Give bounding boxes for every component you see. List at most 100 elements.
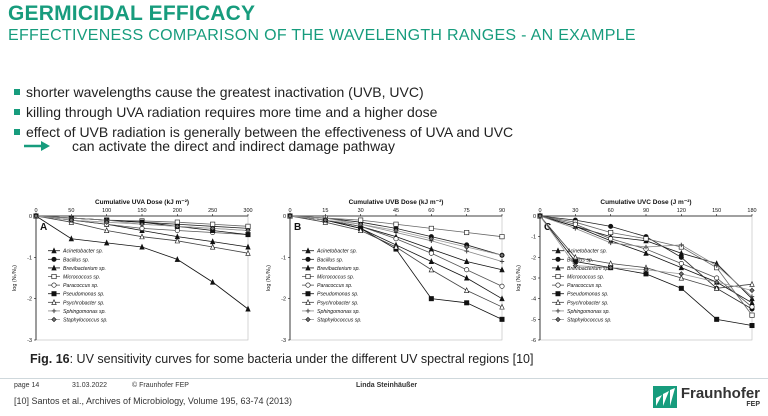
legend-marker <box>51 308 57 314</box>
legend-marker <box>51 256 57 262</box>
series-9 <box>33 213 251 234</box>
data-point <box>678 285 684 291</box>
data-point <box>428 250 434 256</box>
panel-label: B <box>294 222 301 233</box>
logo-name: Fraunhofer <box>680 385 760 402</box>
x-tick-label: 60 <box>428 208 434 214</box>
legend-marker <box>555 282 561 288</box>
data-point <box>139 243 145 250</box>
data-point <box>749 312 755 318</box>
legend-marker <box>51 298 57 305</box>
data-point <box>749 280 755 287</box>
data-point <box>68 235 75 242</box>
data-point <box>358 221 364 227</box>
y-tick-label: -1 <box>281 255 286 261</box>
data-point <box>714 263 719 268</box>
legend-marker <box>305 256 311 262</box>
data-point <box>209 278 216 285</box>
data-point <box>174 256 181 262</box>
data-point <box>464 230 470 236</box>
x-tick-label: 30 <box>358 208 364 214</box>
data-point <box>643 249 649 256</box>
y-tick-label: -3 <box>27 338 32 344</box>
legend-entry: Bacillus sp. <box>567 257 593 263</box>
legend-entry: Psychrobacter sp. <box>567 300 609 306</box>
y-tick-label: -4 <box>531 297 536 303</box>
legend-entry: Pseudomonas sp. <box>567 292 609 298</box>
chart-svg: Cumulative UVC Dose (J m⁻²) 0 30 60 90 120 150… <box>516 199 757 344</box>
legend-entry: Psychrobacter sp. <box>63 300 105 306</box>
data-point <box>713 285 720 291</box>
legend-entry: Psychrobacter sp. <box>317 300 359 306</box>
legend-entry: Brevibacterium sp. <box>63 266 106 272</box>
x-tick-label: 250 <box>208 208 217 214</box>
page-number: page 14 <box>14 382 40 389</box>
legend-entry: Brevibacterium sp. <box>567 266 610 272</box>
legend-entry: Staphylococcus sp. <box>567 318 612 324</box>
x-tick-label: 45 <box>393 208 399 214</box>
chart-svg: Cumulative UVA Dose (kJ m⁻²) 0 50 100 150 200… <box>12 199 253 344</box>
data-point <box>678 254 684 260</box>
footer-divider <box>0 378 768 379</box>
data-point <box>464 267 470 273</box>
x-tick-label: 150 <box>712 208 721 214</box>
legend-entry: Pseudomonas sp. <box>63 292 105 298</box>
legend-marker <box>555 247 561 254</box>
y-axis-label: log (Nₜ/N₀) <box>266 265 272 291</box>
data-point <box>464 300 470 306</box>
legend-entry: Sphingomonas sp. <box>63 309 106 315</box>
legend-entry: Micrococcus sp. <box>317 275 354 281</box>
legend-entry: Acinetobacter sp. <box>566 249 607 255</box>
data-point <box>463 274 470 281</box>
bullet-item: effect of UVB radiation is generally bet… <box>14 122 513 142</box>
y-tick-label: 0 <box>29 214 32 220</box>
reference: [10] Santos et al., Archives of Microbio… <box>14 396 292 406</box>
data-point <box>174 223 180 229</box>
legend-marker <box>555 316 561 323</box>
legend-marker <box>555 256 561 262</box>
fraunhofer-logo: Fraunhofer FEP <box>652 385 760 408</box>
legend-entry: Pseudomonas sp. <box>317 292 359 298</box>
legend-marker <box>305 291 311 297</box>
legend-marker <box>305 298 311 305</box>
data-point <box>103 227 110 233</box>
data-point <box>643 267 649 273</box>
data-point <box>679 242 684 248</box>
y-tick-label: -3 <box>281 338 286 344</box>
y-tick-label: -1 <box>531 235 536 241</box>
legend-entry: Sphingomonas sp. <box>567 309 610 315</box>
data-point <box>245 243 251 250</box>
x-tick-label: 0 <box>538 208 541 214</box>
chart-title: Cumulative UVC Dose (J m⁻²) <box>600 199 691 206</box>
data-point <box>428 258 435 264</box>
x-tick-label: 100 <box>102 208 111 214</box>
y-tick-label: -6 <box>531 338 536 344</box>
x-tick-label: 300 <box>243 208 252 214</box>
data-point <box>393 236 399 242</box>
series-9 <box>287 213 505 258</box>
footer-copyright: © Fraunhofer FEP <box>132 382 189 389</box>
data-point <box>678 249 685 256</box>
legend-marker <box>51 274 57 280</box>
legend-marker <box>51 247 57 254</box>
data-point <box>608 265 614 271</box>
x-tick-label: 120 <box>677 208 686 214</box>
legend-marker <box>305 247 311 254</box>
data-point <box>428 225 434 231</box>
data-point <box>499 259 505 264</box>
logo-sub: FEP <box>746 401 760 408</box>
data-point <box>464 244 470 250</box>
data-point <box>357 227 364 233</box>
data-point <box>678 261 684 267</box>
data-point <box>104 219 110 225</box>
bullet-square-icon <box>14 129 20 135</box>
y-tick-label: -2 <box>27 297 32 303</box>
series-9 <box>537 213 755 294</box>
y-tick-label: -3 <box>531 276 536 282</box>
page-subtitle: EFFECTIVENESS COMPARISON OF THE WAVELENG… <box>8 27 636 44</box>
data-point <box>714 279 720 285</box>
data-point <box>245 227 251 234</box>
y-tick-label: -2 <box>531 255 536 261</box>
y-axis-label: log (Nₜ/N₀) <box>516 265 522 291</box>
x-tick-label: 90 <box>499 208 505 214</box>
